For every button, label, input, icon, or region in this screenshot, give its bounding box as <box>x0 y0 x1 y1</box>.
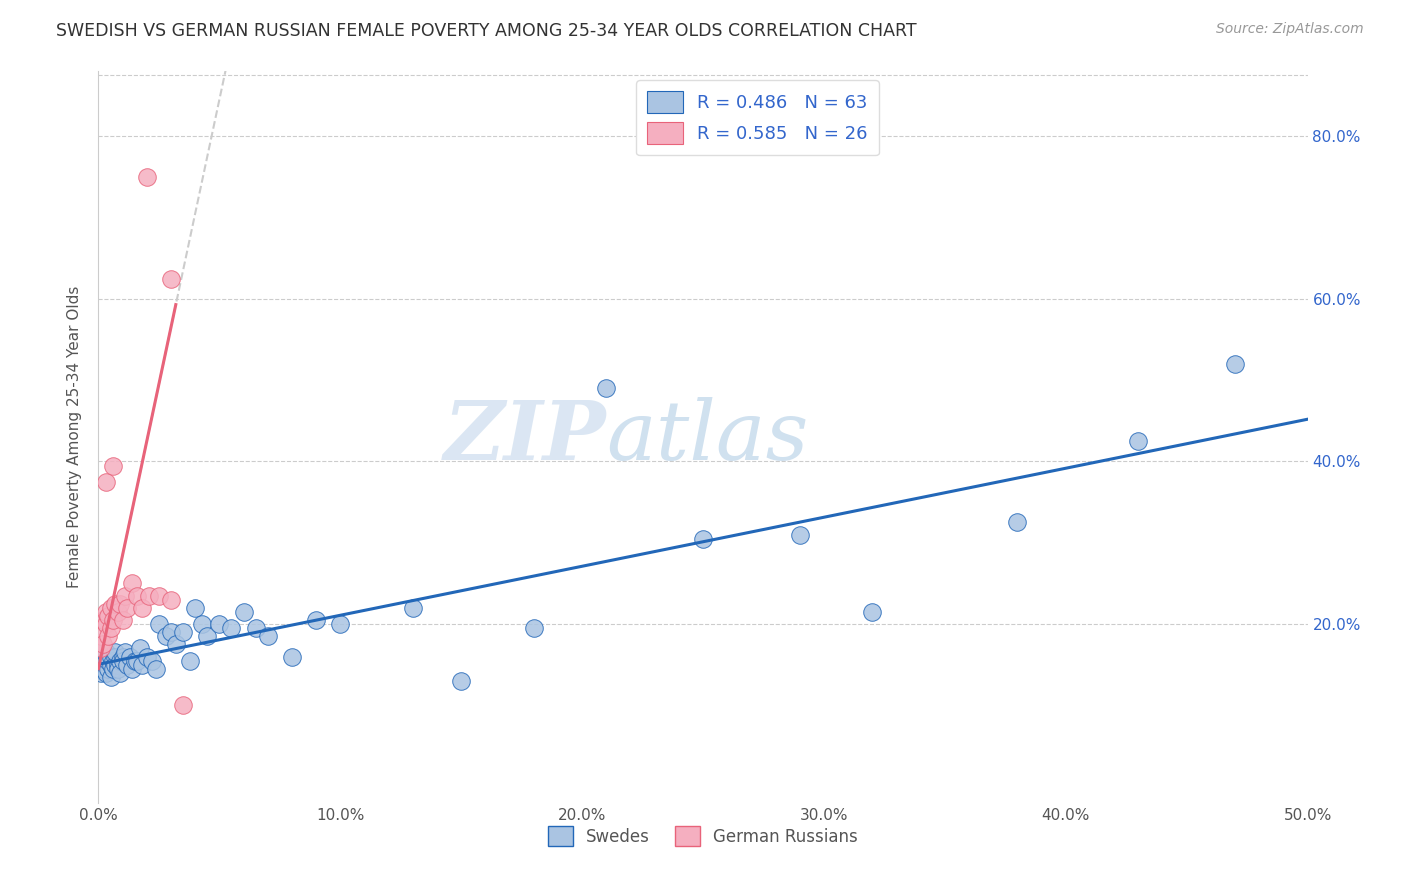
Point <box>100 670 122 684</box>
Text: SWEDISH VS GERMAN RUSSIAN FEMALE POVERTY AMONG 25-34 YEAR OLDS CORRELATION CHART: SWEDISH VS GERMAN RUSSIAN FEMALE POVERTY… <box>56 22 917 40</box>
Point <box>256 629 278 643</box>
Point <box>104 649 127 664</box>
Point <box>148 589 170 603</box>
Point <box>160 592 183 607</box>
Point <box>121 662 143 676</box>
Point <box>148 617 170 632</box>
Text: Source: ZipAtlas.com: Source: ZipAtlas.com <box>1216 22 1364 37</box>
Point <box>138 589 160 603</box>
Point <box>1007 516 1029 530</box>
Point <box>111 649 134 664</box>
Point <box>789 527 811 541</box>
Point <box>232 605 254 619</box>
Point <box>305 613 328 627</box>
Point <box>100 621 122 635</box>
Point <box>90 641 112 656</box>
Point <box>160 625 183 640</box>
Point <box>94 617 117 632</box>
Point <box>90 665 112 680</box>
Point <box>450 673 472 688</box>
Point <box>101 654 124 668</box>
Point <box>94 665 117 680</box>
Point <box>101 662 124 676</box>
Point <box>107 662 129 676</box>
Point <box>124 654 146 668</box>
Point <box>94 645 117 659</box>
Point <box>135 169 157 184</box>
Point <box>184 600 207 615</box>
Point <box>595 381 617 395</box>
Point <box>107 657 129 672</box>
Point <box>111 613 134 627</box>
Point <box>104 645 127 659</box>
Point <box>91 613 114 627</box>
Point <box>329 617 352 632</box>
Point <box>1223 357 1246 371</box>
Point <box>208 617 231 632</box>
Point <box>127 654 149 668</box>
Point <box>114 589 136 603</box>
Point <box>128 641 150 656</box>
Point <box>402 600 425 615</box>
Point <box>97 654 120 668</box>
Point <box>97 662 120 676</box>
Text: atlas: atlas <box>606 397 808 477</box>
Point <box>179 654 201 668</box>
Point <box>100 600 122 615</box>
Point <box>91 649 114 664</box>
Point <box>131 600 153 615</box>
Point <box>90 629 112 643</box>
Point <box>107 605 129 619</box>
Point <box>165 637 187 651</box>
Point <box>100 657 122 672</box>
Point <box>195 629 218 643</box>
Point <box>245 621 267 635</box>
Point <box>114 645 136 659</box>
Point <box>191 617 214 632</box>
Point <box>172 625 194 640</box>
Point <box>172 698 194 713</box>
Point <box>221 621 243 635</box>
Point <box>90 654 112 668</box>
Point <box>91 657 114 672</box>
Point <box>141 654 163 668</box>
Point <box>155 629 177 643</box>
Point <box>104 597 127 611</box>
Legend: Swedes, German Russians: Swedes, German Russians <box>541 820 865 853</box>
Point <box>108 654 131 668</box>
Point <box>135 649 157 664</box>
Point <box>860 605 883 619</box>
Point <box>281 649 304 664</box>
Point <box>121 576 143 591</box>
Point <box>117 600 139 615</box>
Point <box>111 654 134 668</box>
Point <box>523 621 546 635</box>
Point <box>97 649 120 664</box>
Point <box>1128 434 1150 449</box>
Point <box>117 657 139 672</box>
Point <box>104 657 127 672</box>
Point <box>145 662 167 676</box>
Point <box>97 629 120 643</box>
Point <box>91 662 114 676</box>
Point <box>100 649 122 664</box>
Point <box>94 654 117 668</box>
Point <box>692 532 714 546</box>
Point <box>108 665 131 680</box>
Point <box>94 605 117 619</box>
Point <box>131 657 153 672</box>
Point <box>118 649 141 664</box>
Point <box>127 589 149 603</box>
Point <box>101 613 124 627</box>
Point <box>91 637 114 651</box>
Y-axis label: Female Poverty Among 25-34 Year Olds: Female Poverty Among 25-34 Year Olds <box>67 286 83 588</box>
Point <box>108 597 131 611</box>
Text: ZIP: ZIP <box>444 397 606 477</box>
Point <box>94 475 117 489</box>
Point <box>101 458 124 473</box>
Point <box>160 271 183 285</box>
Point <box>97 608 120 623</box>
